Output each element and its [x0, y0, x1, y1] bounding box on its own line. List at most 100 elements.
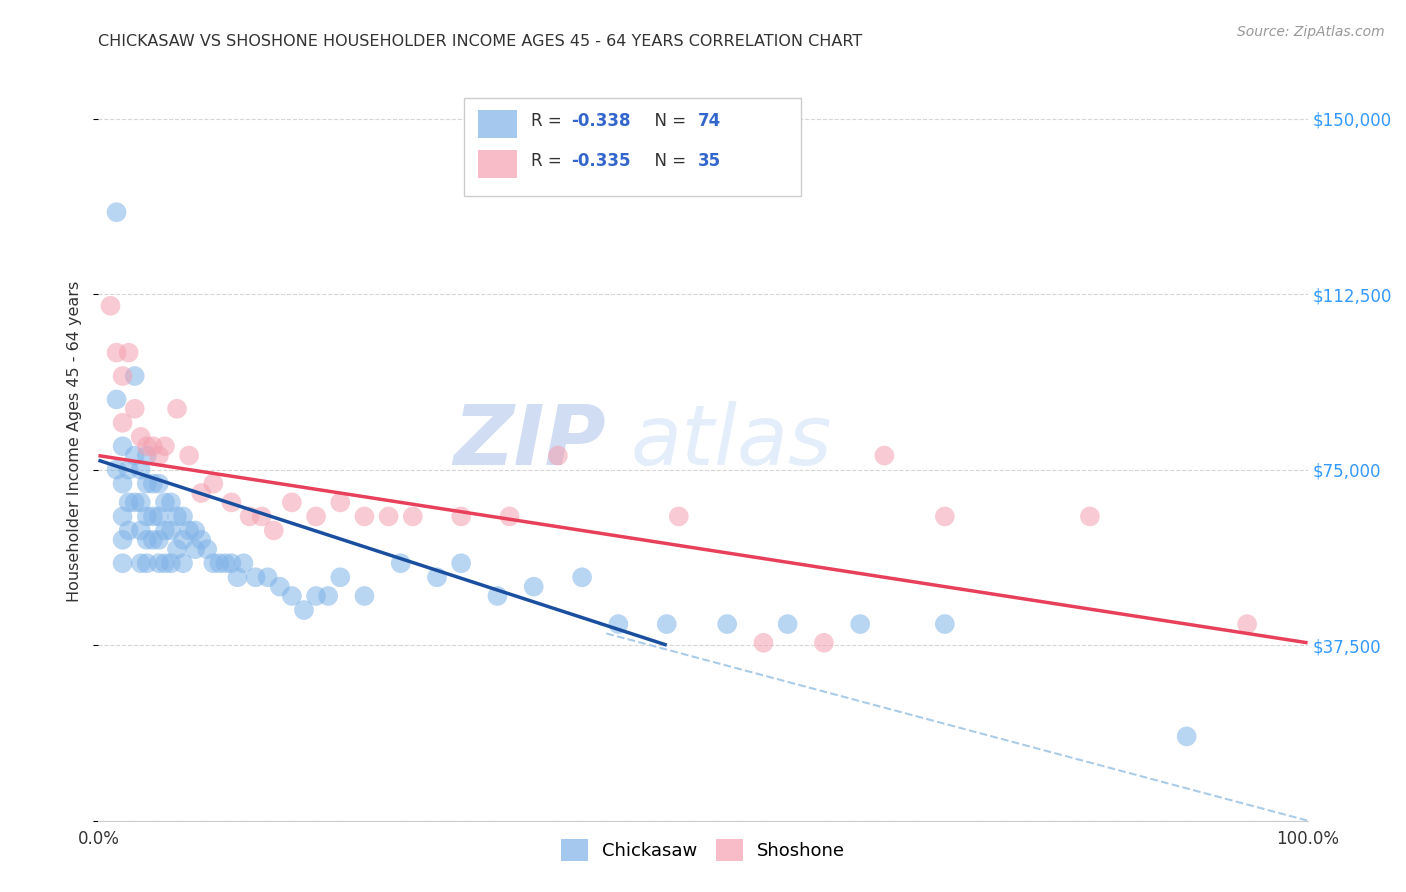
Y-axis label: Householder Income Ages 45 - 64 years: Householder Income Ages 45 - 64 years: [67, 281, 83, 602]
Chickasaw: [153, 556, 176, 570]
Chickasaw: [129, 556, 152, 570]
Text: -0.338: -0.338: [571, 112, 630, 130]
Text: 35: 35: [697, 152, 720, 169]
Shoshone: [1236, 617, 1258, 632]
Chickasaw: [329, 570, 352, 584]
Chickasaw: [190, 533, 212, 547]
Chickasaw: [148, 533, 170, 547]
Chickasaw: [148, 476, 170, 491]
Chickasaw: [111, 533, 134, 547]
Chickasaw: [716, 617, 738, 632]
Chickasaw: [142, 509, 165, 524]
Chickasaw: [1175, 730, 1198, 744]
Chickasaw: [129, 495, 152, 509]
Chickasaw: [105, 205, 128, 219]
Chickasaw: [486, 589, 509, 603]
Chickasaw: [426, 570, 449, 584]
Chickasaw: [153, 524, 176, 538]
Chickasaw: [105, 392, 128, 407]
Chickasaw: [353, 589, 375, 603]
Shoshone: [353, 509, 375, 524]
Chickasaw: [256, 570, 278, 584]
Chickasaw: [129, 524, 152, 538]
Legend: Chickasaw, Shoshone: Chickasaw, Shoshone: [554, 832, 852, 869]
Shoshone: [281, 495, 304, 509]
Text: Source: ZipAtlas.com: Source: ZipAtlas.com: [1237, 25, 1385, 39]
Chickasaw: [166, 509, 188, 524]
Chickasaw: [776, 617, 799, 632]
Shoshone: [111, 369, 134, 384]
Shoshone: [377, 509, 399, 524]
Chickasaw: [450, 556, 472, 570]
Chickasaw: [148, 556, 170, 570]
Text: N =: N =: [644, 112, 692, 130]
Shoshone: [813, 636, 835, 650]
Text: R =: R =: [531, 152, 568, 169]
Shoshone: [179, 449, 201, 463]
Chickasaw: [160, 524, 183, 538]
Shoshone: [166, 401, 188, 416]
Shoshone: [752, 636, 775, 650]
Chickasaw: [172, 533, 194, 547]
Chickasaw: [111, 439, 134, 453]
Chickasaw: [316, 589, 339, 603]
Chickasaw: [281, 589, 304, 603]
Chickasaw: [208, 556, 231, 570]
Chickasaw: [184, 524, 207, 538]
Chickasaw: [655, 617, 678, 632]
Text: N =: N =: [644, 152, 692, 169]
Chickasaw: [160, 495, 183, 509]
Chickasaw: [111, 476, 134, 491]
Chickasaw: [179, 524, 201, 538]
Chickasaw: [389, 556, 412, 570]
Chickasaw: [124, 369, 146, 384]
Chickasaw: [195, 542, 218, 557]
Chickasaw: [172, 556, 194, 570]
Chickasaw: [129, 462, 152, 476]
Chickasaw: [849, 617, 872, 632]
Shoshone: [118, 345, 141, 359]
Shoshone: [111, 416, 134, 430]
Chickasaw: [232, 556, 254, 570]
Text: atlas: atlas: [630, 401, 832, 482]
Text: CHICKASAW VS SHOSHONE HOUSEHOLDER INCOME AGES 45 - 64 YEARS CORRELATION CHART: CHICKASAW VS SHOSHONE HOUSEHOLDER INCOME…: [98, 34, 863, 49]
Chickasaw: [166, 542, 188, 557]
Chickasaw: [124, 449, 146, 463]
Shoshone: [547, 449, 569, 463]
Chickasaw: [124, 495, 146, 509]
Chickasaw: [305, 589, 328, 603]
Chickasaw: [269, 580, 291, 594]
Shoshone: [1078, 509, 1101, 524]
Chickasaw: [118, 495, 141, 509]
Chickasaw: [292, 603, 315, 617]
Shoshone: [221, 495, 243, 509]
Chickasaw: [172, 509, 194, 524]
Chickasaw: [111, 556, 134, 570]
Chickasaw: [135, 556, 157, 570]
Chickasaw: [135, 476, 157, 491]
Text: -0.335: -0.335: [571, 152, 630, 169]
Shoshone: [450, 509, 472, 524]
Shoshone: [202, 476, 225, 491]
Chickasaw: [160, 556, 183, 570]
Shoshone: [190, 486, 212, 500]
Chickasaw: [245, 570, 267, 584]
Chickasaw: [571, 570, 593, 584]
Chickasaw: [523, 580, 546, 594]
Shoshone: [153, 439, 176, 453]
Shoshone: [239, 509, 262, 524]
Shoshone: [668, 509, 690, 524]
Chickasaw: [135, 509, 157, 524]
Chickasaw: [226, 570, 249, 584]
Shoshone: [498, 509, 520, 524]
Shoshone: [250, 509, 273, 524]
Text: R =: R =: [531, 112, 568, 130]
Chickasaw: [118, 462, 141, 476]
Chickasaw: [607, 617, 630, 632]
Chickasaw: [142, 533, 165, 547]
Shoshone: [100, 299, 122, 313]
Shoshone: [402, 509, 425, 524]
Chickasaw: [105, 462, 128, 476]
Shoshone: [329, 495, 352, 509]
Shoshone: [105, 345, 128, 359]
